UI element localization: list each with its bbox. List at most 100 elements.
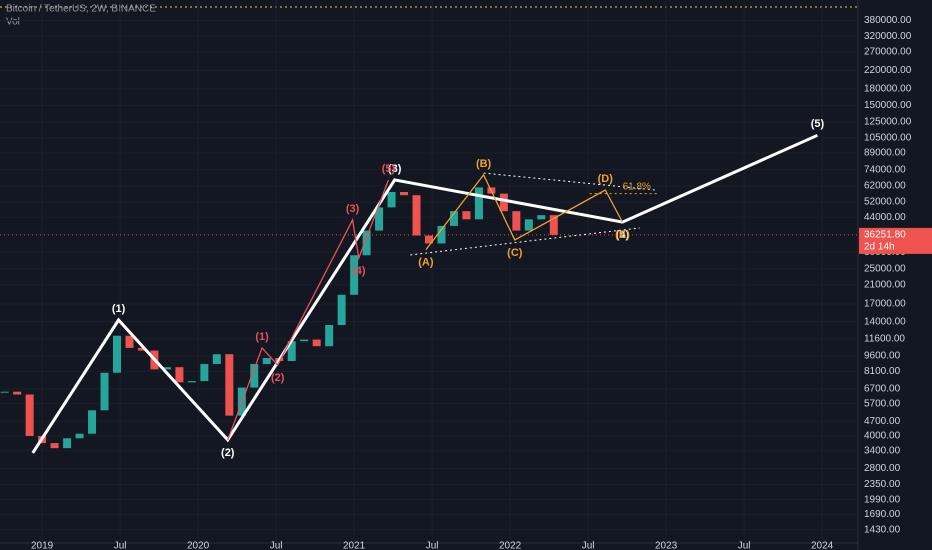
wave-label: (5) [811,118,825,130]
y-tick-label: 150000.00 [864,100,912,111]
wave-line [31,133,819,454]
x-tick-label: 2024 [811,541,834,550]
candle [474,187,483,220]
candle [312,339,321,347]
candle [187,381,196,383]
candle [362,230,371,256]
wave-label: (D) [598,173,614,185]
candle [387,192,396,208]
wave-label: (2) [271,372,285,384]
candle [250,364,259,388]
x-tick-label: Jul [426,541,439,550]
y-tick-label: 74000.00 [864,164,906,175]
y-tick-label: 89000.00 [864,148,906,159]
candle [462,211,471,220]
candle [449,211,458,226]
x-tick-label: Jul [270,541,283,550]
candle [350,255,359,295]
y-tick-label: 270000.00 [864,46,912,57]
candle [512,211,521,231]
candle [300,339,309,342]
wave-label: (4) [616,229,630,241]
candle [400,192,409,196]
candle [75,433,84,439]
y-tick-label: 5700.00 [864,398,901,409]
candle [325,325,334,347]
candle [162,367,171,370]
y-tick-label: 25000.00 [864,263,906,274]
candle [212,354,221,365]
y-tick-label: 8100.00 [864,366,901,377]
trendline [483,172,656,191]
x-tick-label: Jul [738,541,751,550]
y-tick-label: 380000.00 [864,15,912,26]
candle [200,364,209,382]
candle [63,438,72,449]
countdown: 2d 14h [864,242,895,253]
candle [113,335,121,373]
candle [13,391,22,395]
y-tick-label: 1690.00 [864,509,901,520]
candle [524,219,533,231]
chart-subtitle: Vol [6,17,20,28]
wave-line [425,173,624,251]
x-tick-label: Jul [582,541,595,550]
last-price-label: 36251.80 [864,230,906,241]
y-tick-label: 21000.00 [864,279,906,290]
y-tick-label: 44000.00 [864,212,906,223]
candle [50,443,59,449]
x-tick-label: 2019 [31,541,54,550]
y-tick-label: 52000.00 [864,197,906,208]
candle [100,372,109,411]
x-tick-label: 2023 [655,541,678,550]
trendline [410,227,640,256]
x-tick-label: 2020 [187,541,210,550]
wave-label: (1) [255,331,269,343]
wave-label: (E) [615,229,630,241]
x-tick-label: 2021 [343,541,366,550]
candle [125,335,134,348]
y-tick-label: 17000.00 [864,299,906,310]
y-tick-label: 14000.00 [864,316,906,327]
wave-label: (C) [507,247,523,259]
x-tick-label: Jul [114,541,127,550]
wave-label: (B) [476,158,492,170]
chart-title: Bitcoin / TetherUS, 2W, BINANCE [6,4,156,15]
candle [137,347,146,351]
y-tick-label: 6700.00 [864,384,901,395]
wave-line [227,179,390,441]
wave-label: (2) [221,447,235,459]
last-price-box [859,227,932,254]
y-tick-label: 4700.00 [864,416,901,427]
candle [537,215,546,220]
x-tick-label: 2022 [499,541,522,550]
candle [262,358,271,365]
y-tick-label: 4000.00 [864,431,901,442]
y-tick-label: 11600.00 [864,333,905,344]
wave-label: (4) [352,265,366,277]
y-tick-label: 62000.00 [864,181,906,192]
candle [375,207,384,231]
y-tick-label: 3400.00 [864,445,901,456]
candle [225,354,234,416]
wave-label: (1) [112,303,126,315]
wave-label: (A) [418,257,434,269]
candle [175,367,184,383]
y-tick-label: 220000.00 [864,65,912,76]
candle [337,294,346,326]
candle [549,215,558,235]
y-tick-label: 1990.00 [864,494,901,505]
wave-label: (5) [382,163,396,175]
y-tick-label: 320000.00 [864,31,912,42]
wave-label: (3) [346,203,360,215]
wave-label: (3) [388,163,402,175]
candle [499,193,508,212]
candle [425,235,433,244]
y-tick-label: 1430.00 [864,524,901,535]
y-tick-label: 9600.00 [864,351,901,362]
candle [88,410,97,434]
y-tick-label: 2800.00 [864,463,901,474]
y-tick-label: 2350.00 [864,479,901,490]
